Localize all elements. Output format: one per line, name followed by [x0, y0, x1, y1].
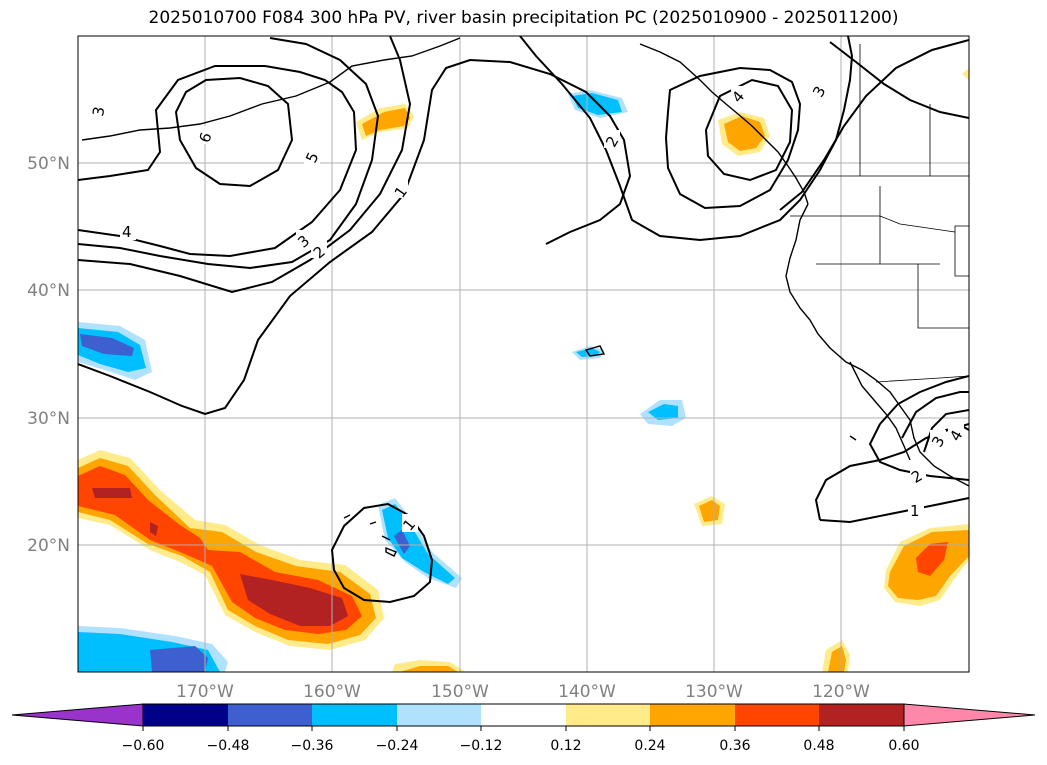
- contour-label: 1: [910, 502, 920, 520]
- lat-label-40n: 40°N: [27, 281, 70, 301]
- lat-label-20n: 20°N: [27, 536, 70, 556]
- lat-label-50n: 50°N: [27, 154, 70, 174]
- lon-label-140w: 140°W: [558, 682, 616, 702]
- plot-frame: [77, 35, 970, 673]
- pv-contour-low-high-lat: [78, 65, 358, 258]
- colorbar-frame: [142, 703, 905, 727]
- longitude-labels: 170°W 160°W 150°W 140°W 130°W 120°W: [176, 682, 870, 702]
- colorbar-tick-label: −0.24: [376, 738, 419, 754]
- colorbar-cell-5: [481, 704, 566, 726]
- pv-contour-labels: 3 6 5 4 3 2 1 2 4 3 1 1 2 3: [89, 80, 966, 534]
- contour-label: 3: [89, 105, 108, 118]
- pv-contours: [78, 36, 969, 604]
- colorbar-tick-label: −0.36: [291, 738, 334, 754]
- colorbar-tick-label: 0.60: [888, 738, 919, 754]
- lon-label-120w: 120°W: [812, 682, 870, 702]
- lon-label-170w: 170°W: [176, 682, 234, 702]
- colorbar-tick-label: 0.12: [550, 738, 581, 754]
- colorbar-cell-4: [397, 704, 481, 726]
- colorbar-cell-7: [650, 704, 735, 726]
- contour-label: 4: [122, 223, 132, 241]
- latitude-labels: 50°N 40°N 30°N 20°N: [27, 154, 70, 556]
- colorbar-cell-9: [819, 704, 904, 726]
- colorbar-tick-label: −0.60: [122, 738, 165, 754]
- lon-label-160w: 160°W: [303, 682, 361, 702]
- colorbar-tick-label: 0.36: [719, 738, 750, 754]
- lon-label-150w: 150°W: [431, 682, 489, 702]
- colorbar-cell-6: [566, 704, 650, 726]
- pos-patch-corner: [962, 68, 969, 80]
- colorbar-cell-10: [903, 703, 1036, 727]
- colorbar-cell-1: [143, 704, 228, 726]
- colorbar-cell-0: [11, 703, 144, 727]
- colorbar-tick-label: 0.48: [803, 738, 834, 754]
- colorbar-cell-8: [735, 704, 819, 726]
- precip-positive-shading: [78, 68, 969, 672]
- colorbar: −0.60 −0.48 −0.36 −0.24 −0.12 0.12 0.24 …: [11, 703, 1036, 754]
- colorbar-tick-label: −0.12: [460, 738, 503, 754]
- colorbar-tick-label: 0.24: [634, 738, 665, 754]
- colorbar-cell-3: [312, 704, 397, 726]
- map-title: 2025010700 F084 300 hPa PV, river basin …: [148, 8, 899, 28]
- lon-label-130w: 130°W: [685, 682, 743, 702]
- colorbar-tick-label: −0.48: [207, 738, 250, 754]
- colorbar-cell-2: [228, 704, 312, 726]
- lat-label-30n: 30°N: [27, 409, 70, 429]
